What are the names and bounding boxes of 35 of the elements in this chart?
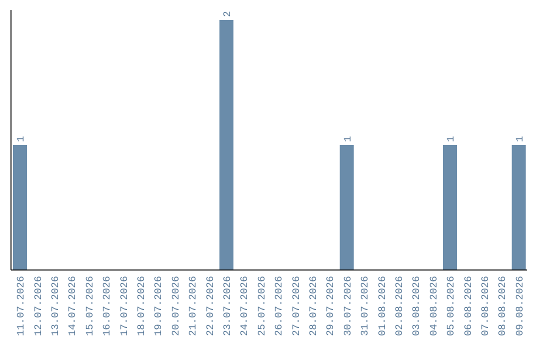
x-tick-label: 12.07.2026	[34, 276, 45, 336]
x-tick-label: 08.08.2026	[498, 276, 510, 336]
x-tick-label: 16.07.2026	[102, 276, 114, 336]
data-label: 1	[515, 136, 526, 142]
x-tick-label: 17.07.2026	[120, 276, 131, 336]
x-tick-label: 20.07.2026	[171, 276, 182, 336]
x-tick-label: 09.08.2026	[515, 276, 526, 336]
data-label: 2	[222, 10, 234, 17]
x-tick-label: 31.07.2026	[360, 276, 372, 336]
x-tick-label: 28.07.2026	[309, 276, 320, 336]
data-label: 1	[16, 136, 28, 142]
x-tick-label: 30.07.2026	[343, 276, 354, 336]
x-tick-label: 21.07.2026	[188, 276, 200, 336]
data-label: 1	[446, 136, 458, 142]
x-tick-label: 26.07.2026	[274, 276, 286, 336]
x-tick-label: 22.07.2026	[206, 276, 217, 336]
x-tick-label: 23.07.2026	[223, 276, 234, 336]
x-tick-label: 13.07.2026	[51, 276, 62, 336]
x-tick-label: 15.07.2026	[85, 276, 96, 336]
x-tick-label: 06.08.2026	[464, 276, 475, 336]
x-tick-label: 14.07.2026	[68, 276, 80, 336]
x-tick-label: 07.08.2026	[481, 276, 492, 336]
x-tick-label: 19.07.2026	[154, 276, 166, 336]
x-tick-label: 05.08.2026	[446, 276, 458, 336]
data-label: 1	[343, 136, 354, 142]
x-tick-label: 18.07.2026	[137, 276, 148, 336]
x-tick-label: 27.07.2026	[292, 276, 303, 336]
x-tick-label: 02.08.2026	[395, 276, 406, 336]
x-tick-label: 04.08.2026	[429, 276, 440, 336]
x-tick-label: 01.08.2026	[378, 276, 389, 336]
x-tick-label: 11.07.2026	[16, 276, 28, 336]
x-tick-label: 25.07.2026	[257, 276, 268, 336]
x-tick-label: 24.07.2026	[240, 276, 252, 336]
x-tick-label: 03.08.2026	[412, 276, 424, 336]
x-tick-label: 29.07.2026	[326, 276, 338, 336]
